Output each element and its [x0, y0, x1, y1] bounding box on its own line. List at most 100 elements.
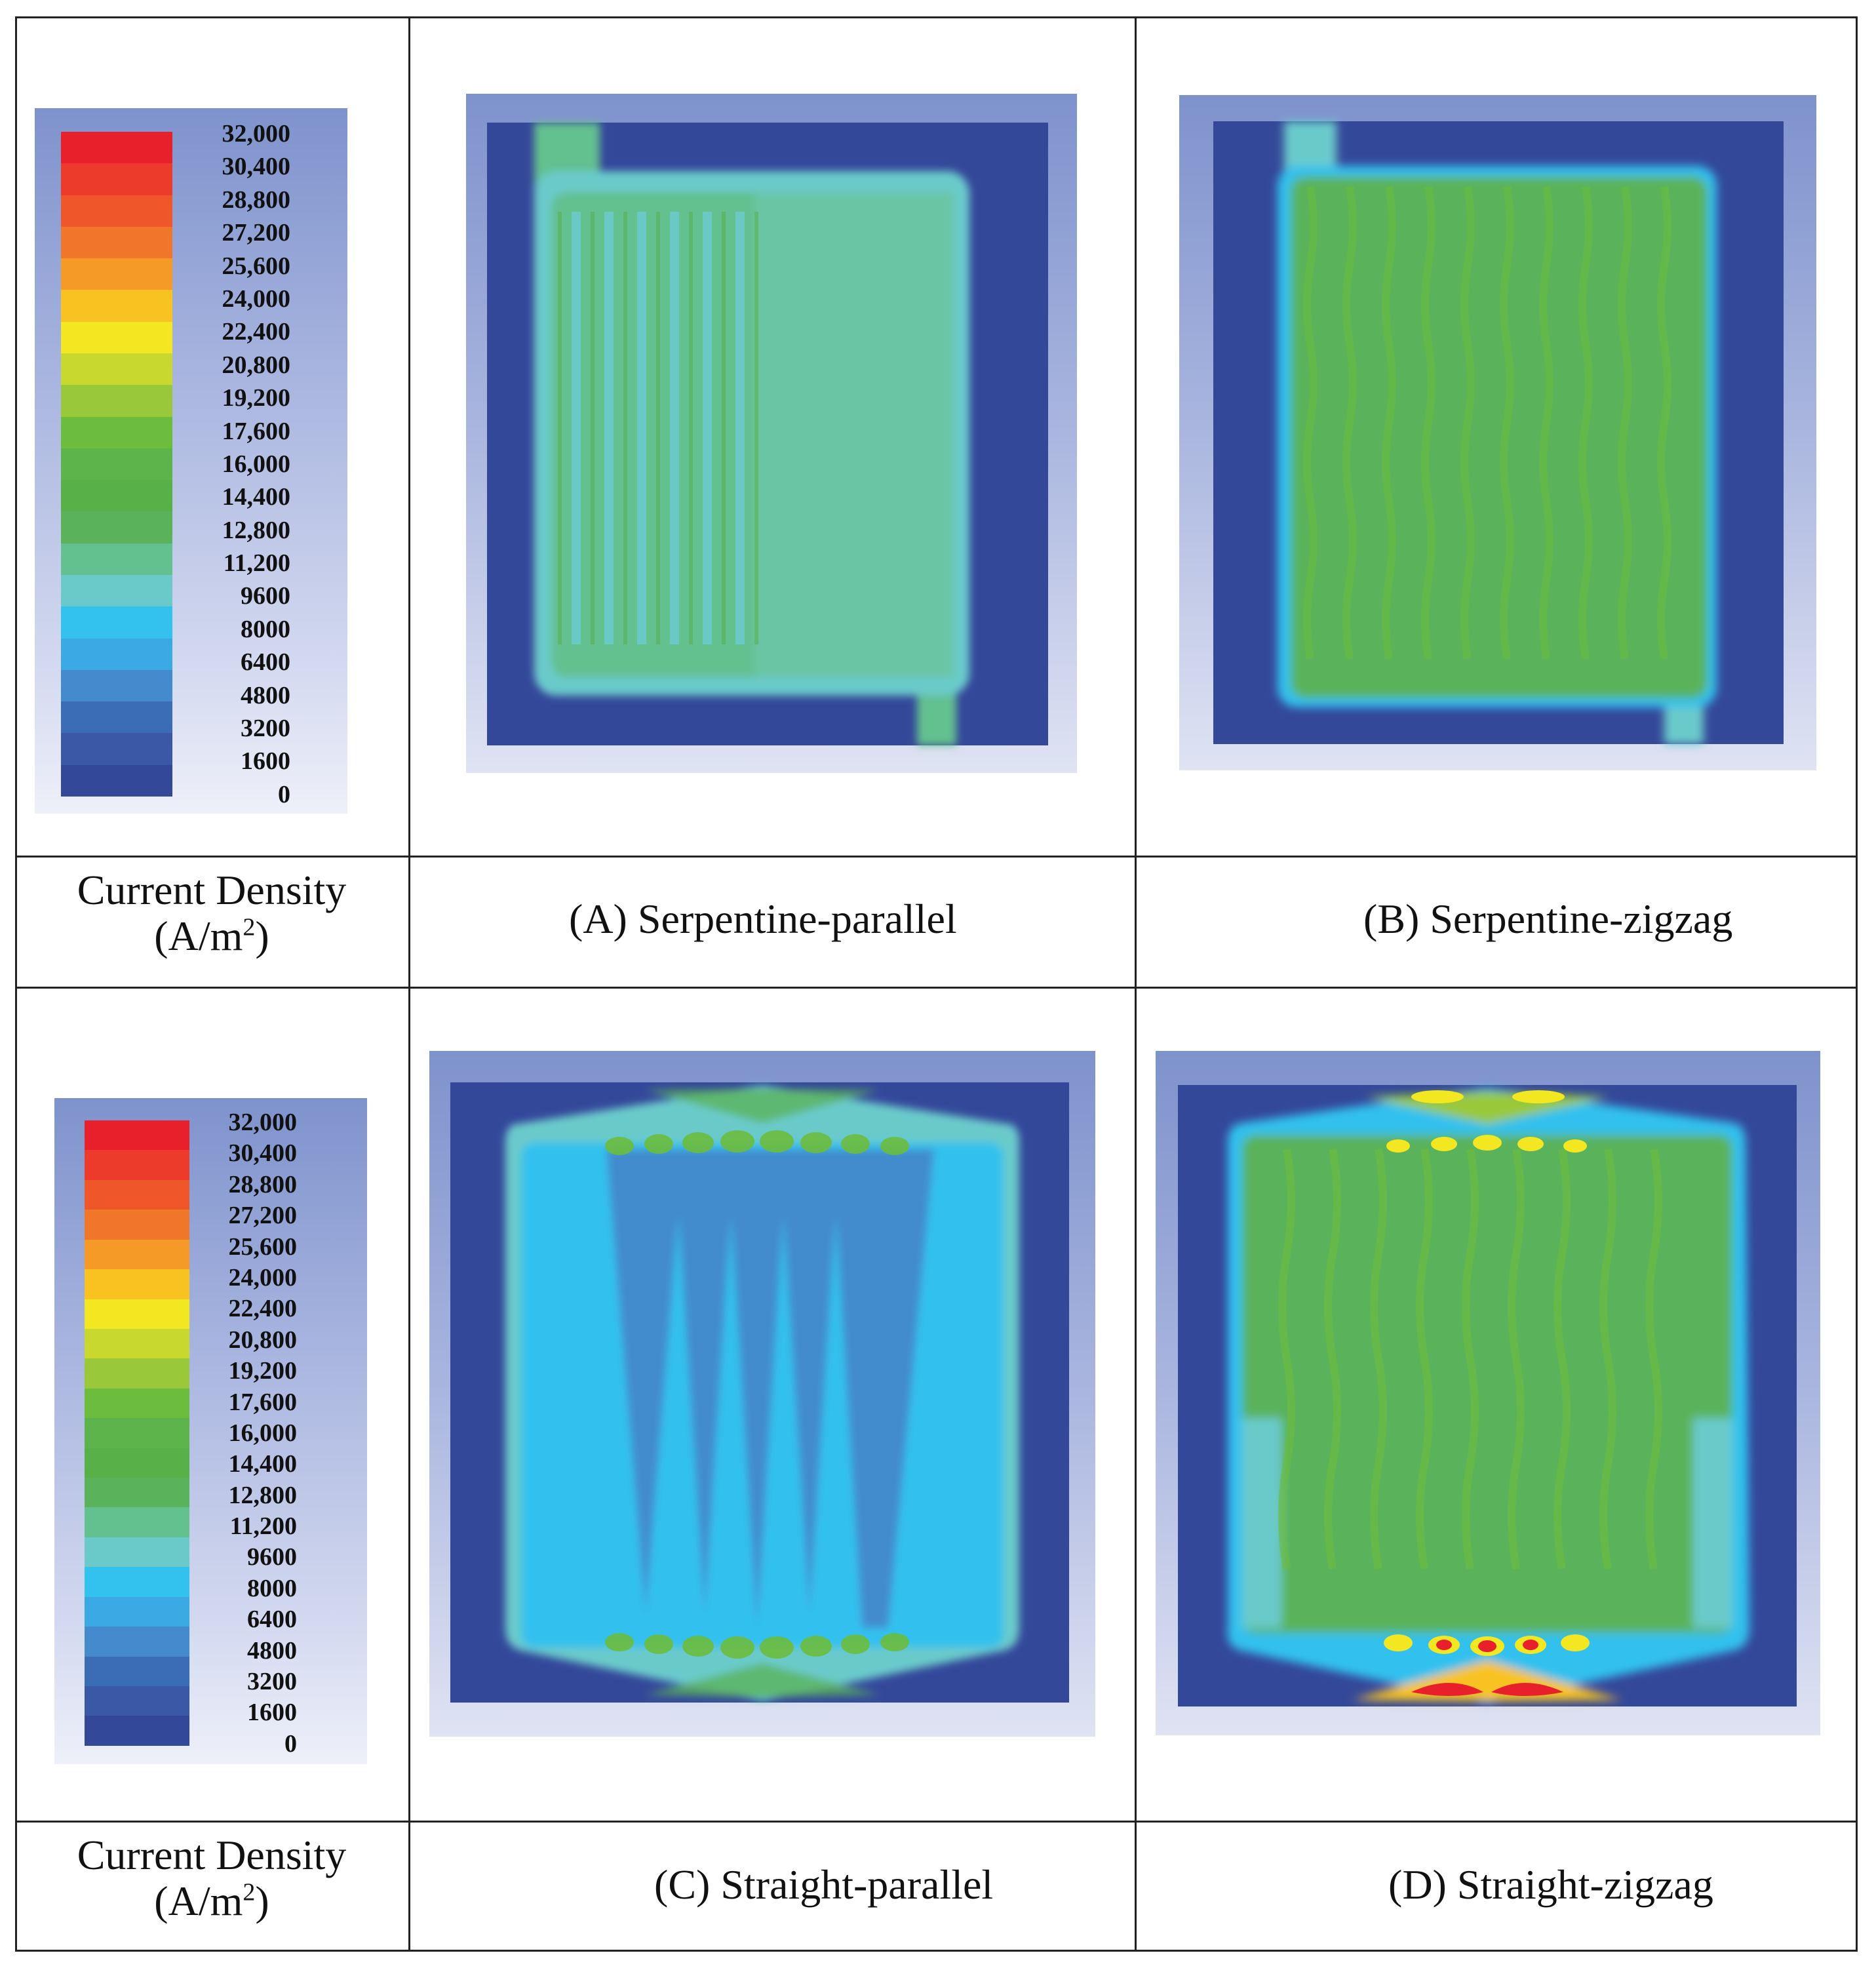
legend-level-label: 20,800: [228, 1326, 298, 1354]
legend-swatch: [85, 1507, 189, 1537]
legend-level-label: 25,600: [222, 252, 291, 280]
legend-level-labels: 32,000 30,400 28,800 27,200 25,600 24,000 22,4…: [212, 1109, 298, 1758]
panel-title-b: Serpentine-zigzag: [1430, 896, 1733, 942]
legend-title-unit: (A/m2): [154, 913, 269, 960]
legend-colorbar-bottom: 32,000 30,400 28,800 27,200 25,600 24,000 22,4…: [54, 1098, 367, 1764]
legend-level-label: 30,400: [228, 1139, 298, 1168]
legend-swatch: [85, 1239, 189, 1270]
legend-level-label: 16,000: [222, 450, 291, 478]
legend-swatch: [61, 258, 172, 290]
legend-level-label: 8000: [241, 615, 290, 643]
legend-title-line1: Current Density: [77, 1832, 347, 1878]
legend-level-label: 20,800: [222, 351, 291, 379]
legend-level-label: 9600: [247, 1543, 297, 1571]
contour-panel-b: [1179, 95, 1816, 770]
legend-swatch: [61, 290, 172, 322]
table-border: [1856, 16, 1858, 1952]
legend-level-label: 3200: [241, 715, 290, 743]
legend-level-label: 14,400: [222, 483, 291, 511]
legend-swatch: [61, 195, 172, 227]
legend-level-label: 32,000: [228, 1109, 298, 1136]
legend-swatch: [85, 1150, 189, 1180]
legend-swatch: [85, 1596, 189, 1627]
legend-swatch: [85, 1328, 189, 1359]
legend-level-label: 8000: [247, 1574, 297, 1602]
table-border: [1135, 16, 1137, 1952]
legend-level-label: 12,800: [228, 1481, 298, 1509]
caption-panel-c: (C) Straight-parallel: [654, 1861, 994, 1908]
legend-level-label: 24,000: [222, 285, 291, 313]
legend-swatch: [85, 1388, 189, 1419]
legend-swatch: [61, 638, 172, 670]
legend-swatch: [85, 1358, 189, 1389]
legend-level-label: 6400: [247, 1606, 297, 1634]
legend-swatch: [61, 321, 172, 353]
legend-level-label: 3200: [247, 1668, 297, 1696]
contour-plot-b: [1213, 121, 1784, 744]
legend-swatch: [85, 1269, 189, 1299]
panel-title-c: Straight-parallel: [720, 1861, 994, 1908]
legend-swatch: [85, 1478, 189, 1508]
table-border: [15, 856, 1858, 858]
legend-swatch: [61, 606, 172, 639]
legend-level-label: 32,000: [222, 120, 291, 148]
contour-panel-d: [1156, 1051, 1820, 1735]
legend-swatch: [61, 480, 172, 512]
legend-swatch: [85, 1179, 189, 1210]
legend-swatch: [85, 1537, 189, 1568]
legend-level-label: 22,400: [222, 318, 291, 346]
legend-level-label: 27,200: [222, 219, 291, 247]
legend-swatch: [61, 226, 172, 259]
contour-plot-d: [1178, 1085, 1797, 1706]
legend-swatch: [61, 353, 172, 385]
legend-swatch: [61, 163, 172, 195]
legend-swatch: [61, 543, 172, 575]
legend-level-label: 9600: [241, 582, 290, 610]
legend-level-label: 17,600: [228, 1388, 298, 1416]
table-border: [15, 1950, 1858, 1952]
legend-level-label: 19,200: [222, 384, 291, 412]
contour-plot-c: [450, 1082, 1069, 1703]
legend-swatch: [61, 448, 172, 481]
legend-level-label: 12,800: [222, 516, 291, 544]
legend-swatch: [61, 511, 172, 543]
legend-level-labels: 32,000 30,400 28,800 27,200 25,600 24,000 22,4…: [199, 120, 291, 808]
legend-swatch: [61, 132, 172, 164]
legend-level-label: 0: [284, 1729, 297, 1758]
legend-level-label: 19,200: [228, 1357, 298, 1385]
legend-level-label: 6400: [241, 648, 290, 677]
legend-swatch: [85, 1418, 189, 1448]
contour-plot-a: [487, 123, 1048, 745]
legend-level-label: 24,000: [228, 1263, 298, 1292]
contour-panel-a: [466, 94, 1077, 773]
legend-level-label: 4800: [241, 681, 290, 709]
table-border: [15, 16, 17, 1952]
legend-swatch: [85, 1120, 189, 1151]
legend-title-unit: (A/m2): [154, 1878, 269, 1925]
legend-level-label: 30,400: [222, 153, 291, 181]
legend-colorbar-top: 32,000 30,400 28,800 27,200 25,600 24,000 22,4…: [35, 108, 347, 814]
legend-swatch: [85, 1627, 189, 1657]
panel-label-a: (A): [569, 896, 627, 942]
legend-swatch: [85, 1656, 189, 1687]
legend-swatch: [85, 1448, 189, 1478]
legend-color-bar: [85, 1120, 189, 1746]
table-border: [15, 16, 1858, 18]
legend-swatch: [61, 385, 172, 417]
panel-title-a: Serpentine-parallel: [637, 896, 957, 942]
legend-swatch: [85, 1299, 189, 1329]
table-border: [15, 987, 1858, 989]
legend-swatch: [85, 1716, 189, 1746]
legend-level-label: 16,000: [228, 1419, 298, 1447]
legend-swatch: [85, 1686, 189, 1716]
legend-swatch: [61, 701, 172, 734]
caption-panel-a: (A) Serpentine-parallel: [569, 896, 957, 942]
legend-swatch: [85, 1567, 189, 1597]
legend-swatch: [61, 733, 172, 765]
legend-swatch: [85, 1210, 189, 1240]
legend-level-label: 1600: [247, 1699, 297, 1727]
panel-title-d: Straight-zigzag: [1456, 1861, 1713, 1908]
legend-level-label: 0: [278, 780, 290, 808]
panel-label-b: (B): [1363, 896, 1420, 942]
legend-level-label: 11,200: [229, 1512, 297, 1541]
